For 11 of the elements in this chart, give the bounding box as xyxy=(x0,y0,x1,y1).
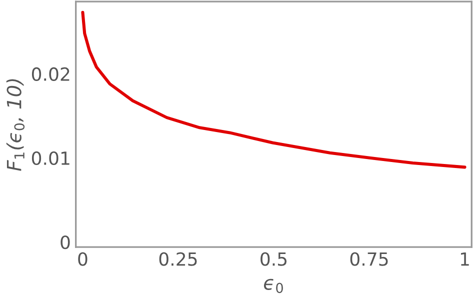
line-series xyxy=(81,10,466,169)
y-tick-label: 0.01 xyxy=(32,151,70,166)
y-tick-label: 0 xyxy=(60,235,70,250)
x-axis-title: ϵ$_{0}$ xyxy=(264,278,283,294)
x-tick-label: 0 xyxy=(78,252,88,266)
y-tick-label: 0.02 xyxy=(32,67,70,81)
x-tick-label: 1 xyxy=(460,252,469,266)
y-axis-title: F$_{1}$(ϵ$_{0}$, 10) xyxy=(6,79,25,171)
x-tick-label: 0.5 xyxy=(260,252,287,266)
x-tick-label: 0.75 xyxy=(350,252,388,266)
x-tick-label: 0.25 xyxy=(159,252,197,266)
